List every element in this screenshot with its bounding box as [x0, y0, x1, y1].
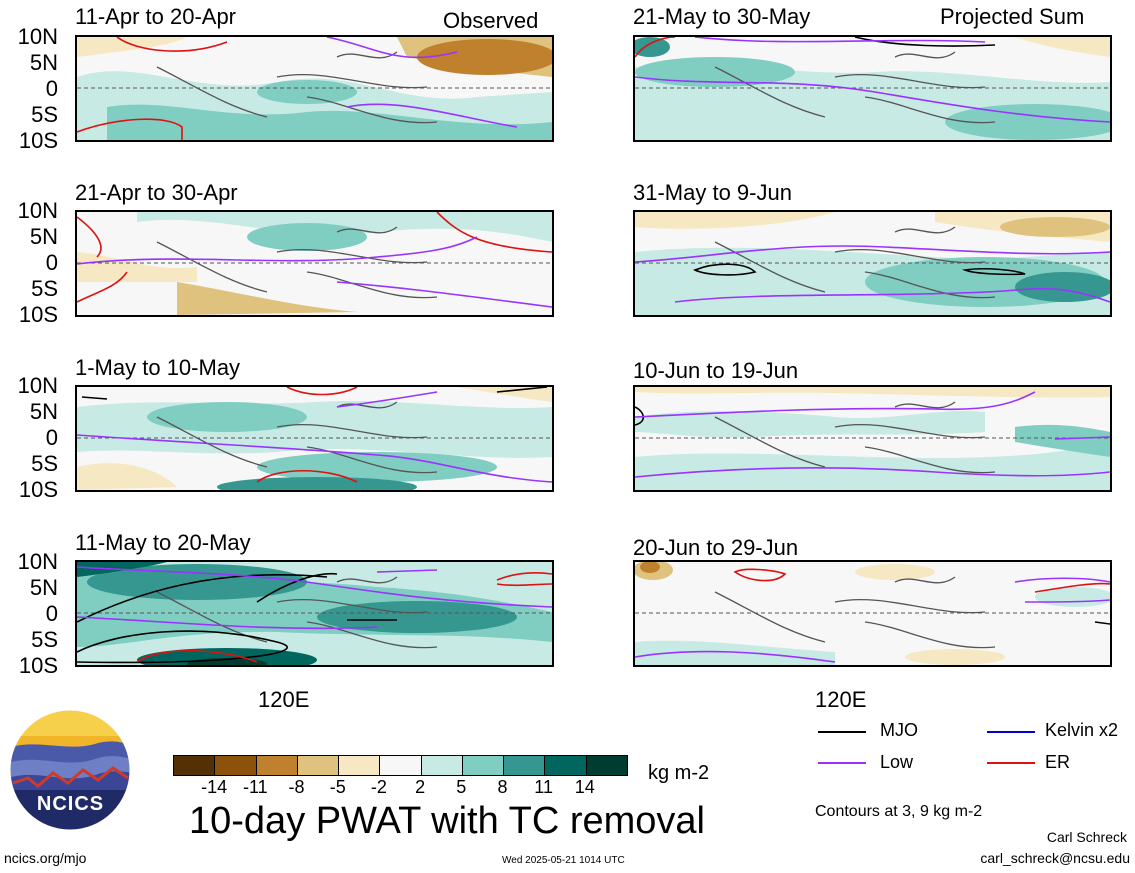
website-link[interactable]: ncics.org/mjo	[4, 850, 87, 866]
map-canvas	[77, 37, 552, 140]
map-panel-4	[75, 560, 554, 667]
legend-swatch-low	[818, 762, 866, 764]
map-panel-8	[633, 560, 1112, 667]
lat-label-5n: 5N	[29, 224, 58, 249]
figure-title: 10-day PWAT with TC removal	[189, 800, 705, 842]
panel-title-7: 10-Jun to 19-Jun	[633, 358, 799, 383]
panel-title-8: 20-Jun to 29-Jun	[633, 535, 799, 560]
colorbar-swatch	[255, 756, 297, 775]
lat-label-10s: 10S	[18, 653, 58, 678]
lat-label-10s: 10S	[18, 128, 58, 153]
colorbar-tick-label: -2	[370, 777, 387, 797]
panel-title-3: 1-May to 10-May	[75, 355, 241, 380]
map-panel-2	[75, 210, 554, 317]
colorbar-tick-label: -5	[329, 777, 346, 797]
lat-label-5s: 5S	[31, 102, 58, 127]
lat-label-0: 0	[45, 250, 58, 275]
colorbar-tick-label: 5	[456, 777, 467, 797]
map-panel-5	[633, 35, 1112, 142]
author-email: carl_schreck@ncsu.edu	[980, 850, 1130, 866]
panel-title-5: 21-May to 30-May	[633, 4, 811, 29]
lat-label-5s: 5S	[31, 451, 58, 476]
lat-label-5s: 5S	[31, 276, 58, 301]
colorbar-tick-label: 8	[497, 777, 508, 797]
lat-label-5n: 5N	[29, 50, 58, 75]
contour-note: Contours at 3, 9 kg m-2	[815, 803, 983, 820]
x-tick-120e-left: 120E	[258, 687, 310, 712]
map-panel-3	[75, 385, 554, 492]
legend-swatch-er	[987, 762, 1035, 764]
panel-mode-projected: Projected Sum	[940, 4, 1085, 29]
colorbar-swatch	[214, 756, 256, 775]
lat-label-0: 0	[45, 76, 58, 101]
map-canvas	[77, 562, 552, 665]
lat-label-5s: 5S	[31, 627, 58, 652]
map-panel-1	[75, 35, 554, 142]
colorbar-swatch	[461, 756, 504, 775]
colorbar-swatch	[585, 756, 627, 775]
colorbar-swatch	[503, 756, 545, 775]
map-panel-7	[633, 385, 1112, 492]
lat-label-10n: 10N	[17, 373, 58, 398]
legend-swatch-kelvin	[987, 731, 1035, 733]
colorbar-tick-label: -14	[201, 777, 228, 797]
legend-label-low: Low	[880, 752, 914, 772]
map-canvas	[635, 37, 1110, 140]
ncics-logo-graphic	[9, 709, 131, 831]
colorbar-swatch	[420, 756, 462, 775]
lat-label-0: 0	[45, 601, 58, 626]
lat-label-10n: 10N	[17, 198, 58, 223]
panel-title-6: 31-May to 9-Jun	[633, 180, 792, 205]
colorbar-tick-label: 14	[574, 777, 595, 797]
colorbar	[173, 755, 628, 776]
lat-label-10s: 10S	[18, 477, 58, 502]
map-canvas	[77, 212, 552, 315]
map-canvas	[635, 212, 1110, 315]
colorbar-swatch	[174, 756, 215, 775]
map-canvas	[77, 387, 552, 490]
author-name: Carl Schreck	[1046, 829, 1127, 845]
panel-title-1: 11-Apr to 20-Apr	[75, 4, 237, 29]
legend-swatch-mjo	[818, 731, 866, 733]
colorbar-tick-label: 11	[534, 777, 553, 797]
colorbar-tick-label: -8	[288, 777, 305, 797]
legend-label-er: ER	[1045, 752, 1071, 772]
panel-title-2: 21-Apr to 30-Apr	[75, 180, 238, 205]
colorbar-tick-label: -11	[243, 777, 268, 797]
colorbar-swatch	[379, 756, 421, 775]
colorbar-tick-label: 2	[415, 777, 426, 797]
x-tick-120e-right: 120E	[815, 687, 867, 712]
colorbar-swatch	[544, 756, 586, 775]
units-label: kg m-2	[648, 762, 710, 784]
logo-label: NCICS	[36, 793, 105, 815]
lat-label-5n: 5N	[29, 575, 58, 600]
ncics-logo: NCICS	[8, 708, 133, 833]
panel-mode-observed: Observed	[443, 8, 539, 33]
colorbar-swatch	[296, 756, 339, 775]
lat-label-10n: 10N	[17, 549, 58, 574]
colorbar-ticks: -14 -11 -8 -5 -2 2 5 8 11 14	[173, 777, 628, 799]
colorbar-swatch	[338, 756, 380, 775]
lat-label-5n: 5N	[29, 399, 58, 424]
legend-label-kelvin: Kelvin x2	[1045, 720, 1119, 740]
lat-label-10s: 10S	[18, 302, 58, 327]
lat-label-10n: 10N	[17, 24, 58, 49]
map-panel-6	[633, 210, 1112, 317]
lat-label-0: 0	[45, 425, 58, 450]
map-canvas	[635, 562, 1110, 665]
panel-title-4: 11-May to 20-May	[75, 530, 251, 555]
legend-label-mjo: MJO	[880, 720, 918, 740]
timestamp: Wed 2025-05-21 1014 UTC	[502, 855, 625, 866]
map-canvas	[635, 387, 1110, 490]
